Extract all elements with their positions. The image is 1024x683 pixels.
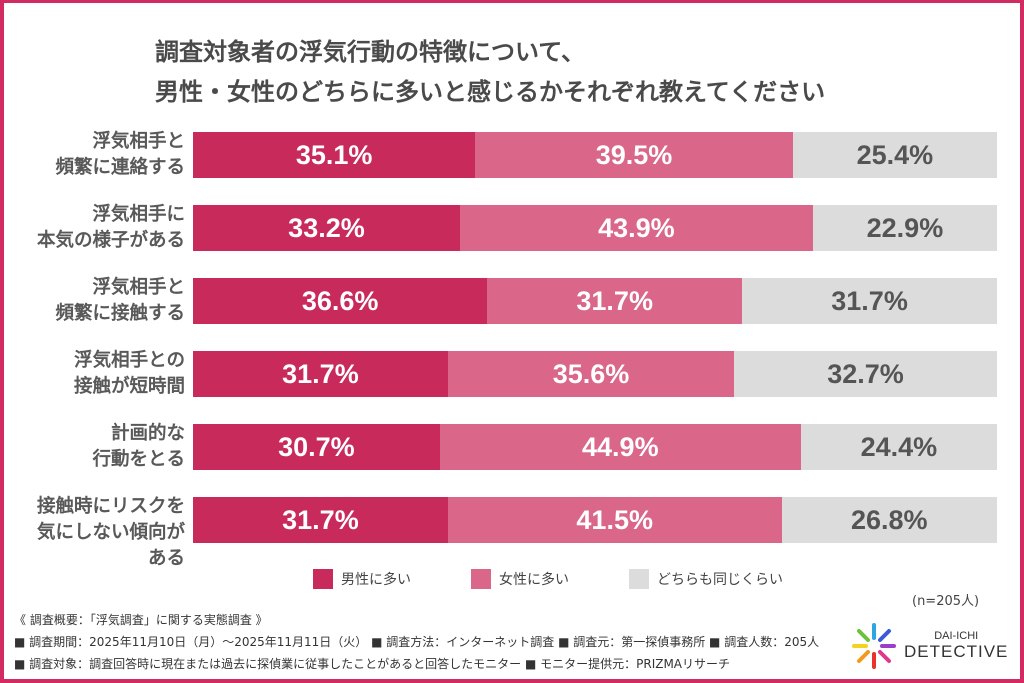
bar-segment-same: 26.8% xyxy=(781,497,997,543)
footer-period: ■ 調査期間：2025年11月10日（月）～2025年11月11日（火） ■ 調… xyxy=(14,635,820,649)
bar-segment-same: 31.7% xyxy=(742,278,997,324)
legend-swatch xyxy=(313,569,333,589)
legend-item: 女性に多い xyxy=(471,569,569,589)
category-label-line: 浮気相手と xyxy=(92,131,185,152)
category-label-line: 浮気相手との xyxy=(74,350,185,371)
bar-segment-female: 35.6% xyxy=(447,351,735,397)
footer-target: ■ 調査対象：調査回答時に現在または過去に探偵業に従事したことがあると回答したモ… xyxy=(14,657,731,671)
category-label: 浮気相手に本気の様子がある xyxy=(20,202,185,254)
bar-segment-same: 24.4% xyxy=(800,424,997,470)
bar-segment-male: 36.6% xyxy=(193,278,488,324)
logo-line-1: DAI-ICHI xyxy=(934,630,979,642)
category-label: 計画的な行動をとる xyxy=(20,421,185,473)
legend-swatch xyxy=(471,569,491,589)
company-logo: DAI-ICHI DETECTIVE xyxy=(852,622,1008,670)
bar-segment-same: 25.4% xyxy=(792,132,997,178)
bar-segment-female: 44.9% xyxy=(439,424,801,470)
legend-label: 男性に多い xyxy=(341,572,411,588)
category-label-line: 本気の様子がある xyxy=(36,230,185,251)
footer-summary: 《 調査概要：「浮気調査」に関する実態調査 》 xyxy=(14,613,268,627)
chart-title: 調査対象者の浮気行動の特徴について、 男性・女性のどちらに多いと感じるかそれぞれ… xyxy=(155,32,825,112)
bar-segment-female: 39.5% xyxy=(475,132,793,178)
bar-segment-female: 43.9% xyxy=(459,205,813,251)
category-label: 接触時にリスクを気にしない傾向がある xyxy=(20,494,185,572)
category-label-line: 浮気相手と xyxy=(92,277,185,298)
title-line-2: 男性・女性のどちらに多いと感じるかそれぞれ教えてください xyxy=(155,78,826,106)
category-label-line: 計画的な xyxy=(110,423,185,444)
bar-segment-female: 41.5% xyxy=(447,497,782,543)
bar-segment-same: 32.7% xyxy=(734,351,997,397)
legend-swatch xyxy=(629,569,649,589)
category-label-line: 接触時にリスクを xyxy=(36,496,185,517)
category-label: 浮気相手と頻繁に連絡する xyxy=(20,129,185,181)
category-label-line: 頻繁に連絡する xyxy=(55,157,185,178)
bar-segment-same: 22.9% xyxy=(812,205,997,251)
legend-label: 女性に多い xyxy=(499,572,569,588)
title-line-1: 調査対象者の浮気行動の特徴について、 xyxy=(155,38,586,66)
category-label: 浮気相手との 接触が短時間 xyxy=(20,348,185,400)
category-label-line: 頻繁に接触する xyxy=(55,303,185,324)
bar-segment-male: 31.7% xyxy=(193,497,448,543)
legend: 男性に多い 女性に多い どちらも同じくらい xyxy=(313,569,843,589)
legend-item: 男性に多い xyxy=(313,569,411,589)
category-label-line: 浮気相手に xyxy=(92,204,185,225)
category-label-line: 気にしない傾向がある xyxy=(36,522,185,569)
bar-segment-male: 30.7% xyxy=(193,424,440,470)
sample-size: (n=205人) xyxy=(912,594,980,609)
bar-segment-female: 31.7% xyxy=(487,278,743,324)
legend-label: どちらも同じくらい xyxy=(657,572,783,588)
category-label-line: 行動をとる xyxy=(92,449,185,470)
bar-segment-male: 35.1% xyxy=(193,132,476,178)
legend-item: どちらも同じくらい xyxy=(629,569,783,589)
bar-segment-male: 33.2% xyxy=(193,205,460,251)
category-label: 浮気相手と頻繁に接触する xyxy=(20,275,185,327)
starburst-logo-icon xyxy=(852,623,896,669)
bar-segment-male: 31.7% xyxy=(193,351,448,397)
category-label-line: 接触が短時間 xyxy=(73,376,185,397)
logo-line-2: DETECTIVE xyxy=(904,642,1009,661)
